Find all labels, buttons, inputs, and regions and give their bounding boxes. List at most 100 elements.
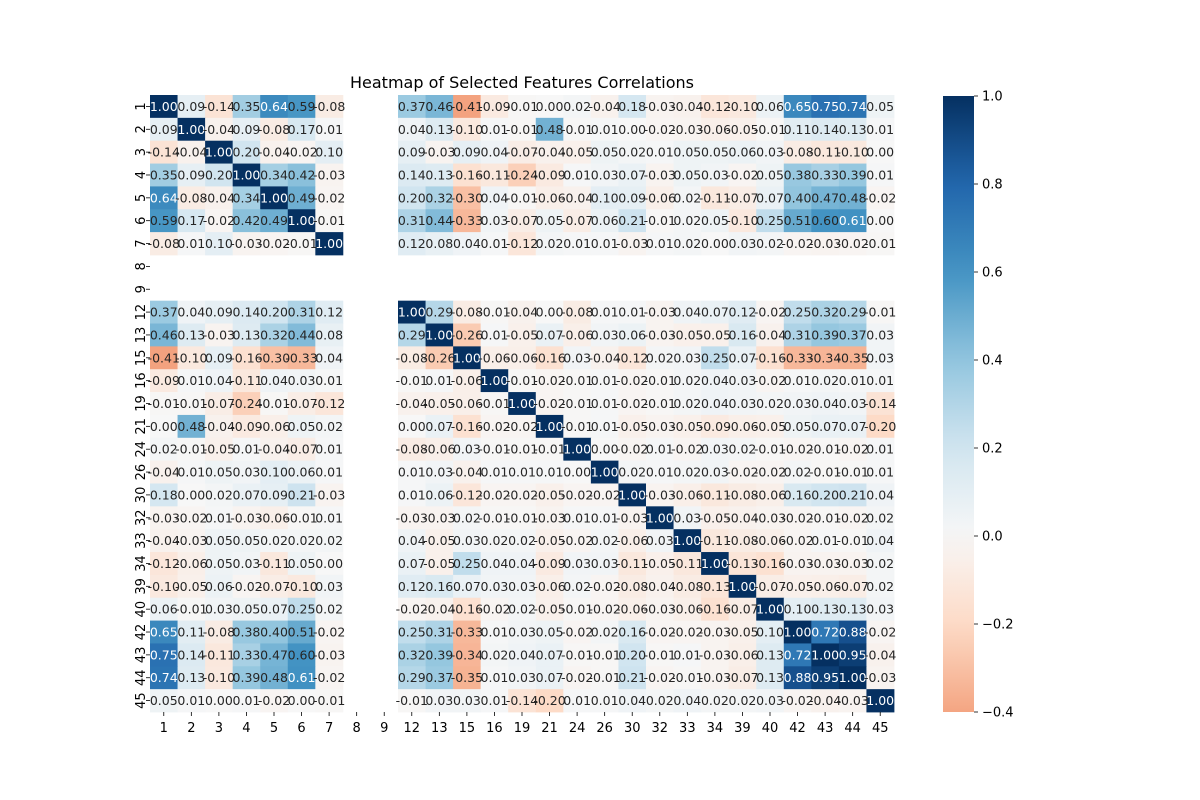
cell-value-label: -0.01 [285,236,317,251]
heatmap-cell [260,414,289,439]
heatmap-cell [150,232,178,256]
heatmap-cell [590,186,619,210]
heatmap-cell [232,597,261,621]
heatmap-cell [535,460,564,484]
cell-value-label: -0.02 [726,465,758,480]
heatmap-cell [508,483,537,507]
cell-value-label: -0.03 [644,167,676,182]
cell-value-label: 0.03 [756,693,784,708]
cell-value-label: -0.16 [533,350,565,365]
heatmap-cell [756,392,785,416]
heatmap-cell [646,666,674,690]
cell-value-label: 0.51 [784,213,812,228]
cell-value-label: -0.02 [313,670,345,685]
heatmap-cell [673,369,702,393]
heatmap-cell [866,666,895,690]
heatmap-cell [866,163,895,187]
cell-value-label: -0.01 [148,396,180,411]
cell-value-label: -0.06 [644,190,676,205]
cell-value-label: 0.01 [839,373,867,388]
cell-value-label: 0.17 [288,122,316,137]
heatmap-cell [453,460,482,484]
heatmap-cell [205,506,234,530]
heatmap-cell [811,369,840,393]
heatmap-cell [728,529,757,553]
cell-value-label: 0.05 [673,167,701,182]
y-tick-label: 39 [134,578,149,595]
heatmap-cell [673,666,702,690]
cell-value-label: -0.03 [148,510,180,525]
cell-value-label: 1.00 [150,99,178,114]
cell-value-label: -0.02 [588,579,620,594]
x-tick-label: 24 [569,721,586,736]
cell-value-label: 0.59 [288,99,316,114]
cell-value-label: -0.05 [175,579,207,594]
heatmap-cell [150,529,178,553]
heatmap-cell [673,186,702,210]
heatmap-cell [673,300,702,324]
cell-value-label: 0.39 [233,670,261,685]
colorbar-tick-label: 0.4 [982,354,1003,369]
cell-value-label: 0.05 [233,533,261,548]
cell-value-label: 0.03 [591,327,619,342]
cell-value-label: -0.09 [148,373,180,388]
cell-value-label: 0.01 [673,647,701,662]
cell-value-label: 0.01 [233,442,261,457]
heatmap-cell [563,460,592,484]
cell-value-label: 0.47 [811,190,839,205]
heatmap-cell [701,209,730,233]
y-tick-label: 1 [134,102,149,110]
heatmap-cell [260,552,289,576]
heatmap-cell [756,414,785,439]
cell-value-label: -0.24 [506,167,538,182]
cell-value-label: -0.08 [313,99,345,114]
heatmap-cell [535,209,564,233]
heatmap-cell [563,95,592,119]
x-tick-label: 7 [325,721,333,736]
cell-value-label: -0.05 [726,122,758,137]
cell-value-label: 0.03 [866,602,894,617]
cell-value-label: -0.02 [313,625,345,640]
cell-value-label: -0.06 [726,647,758,662]
heatmap-cell [315,689,344,713]
y-tick-label: 44 [134,669,149,686]
cell-value-label: -0.09 [533,556,565,571]
heatmap-cell [453,437,482,462]
cell-value-label: -0.03 [644,602,676,617]
cell-value-label: 0.03 [425,693,453,708]
y-tick-label: 6 [134,217,149,225]
cell-value-label: 0.07 [701,305,729,320]
heatmap-cell [646,414,674,439]
heatmap-cell [260,437,289,462]
heatmap-cell [618,574,647,599]
cell-value-label: 0.48 [839,190,867,205]
cell-value-label: 0.02 [563,99,591,114]
heatmap-cell [618,346,647,370]
cell-value-label: -0.02 [644,670,676,685]
cell-value-label: -0.01 [478,510,510,525]
cell-value-label: -0.06 [423,442,455,457]
cell-value-label: 0.21 [288,487,316,502]
cell-value-label: 0.03 [288,373,316,388]
heatmap-cell [783,552,812,576]
cell-value-label: -0.01 [864,236,896,251]
cell-value-label: -0.05 [533,533,565,548]
cell-value-label: 0.01 [425,373,453,388]
cell-value-label: -0.08 [616,579,648,594]
cell-value-label: 0.02 [508,533,536,548]
cell-value-label: 0.00 [150,419,178,434]
heatmap-cell [701,483,730,507]
heatmap-cell [563,300,592,324]
cell-value-label: -0.08 [726,487,758,502]
heatmap-cell [425,369,454,393]
heatmap-cell [590,95,619,119]
heatmap-cell [701,574,730,599]
heatmap-cell [508,300,537,324]
cell-value-label: 0.88 [784,670,812,685]
cell-value-label: -0.01 [175,602,207,617]
cell-value-label: -0.07 [726,670,758,685]
cell-value-label: 1.00 [756,602,784,617]
cell-value-label: 0.03 [315,579,343,594]
cell-value-label: 0.01 [866,442,894,457]
cell-value-label: -0.01 [561,602,593,617]
